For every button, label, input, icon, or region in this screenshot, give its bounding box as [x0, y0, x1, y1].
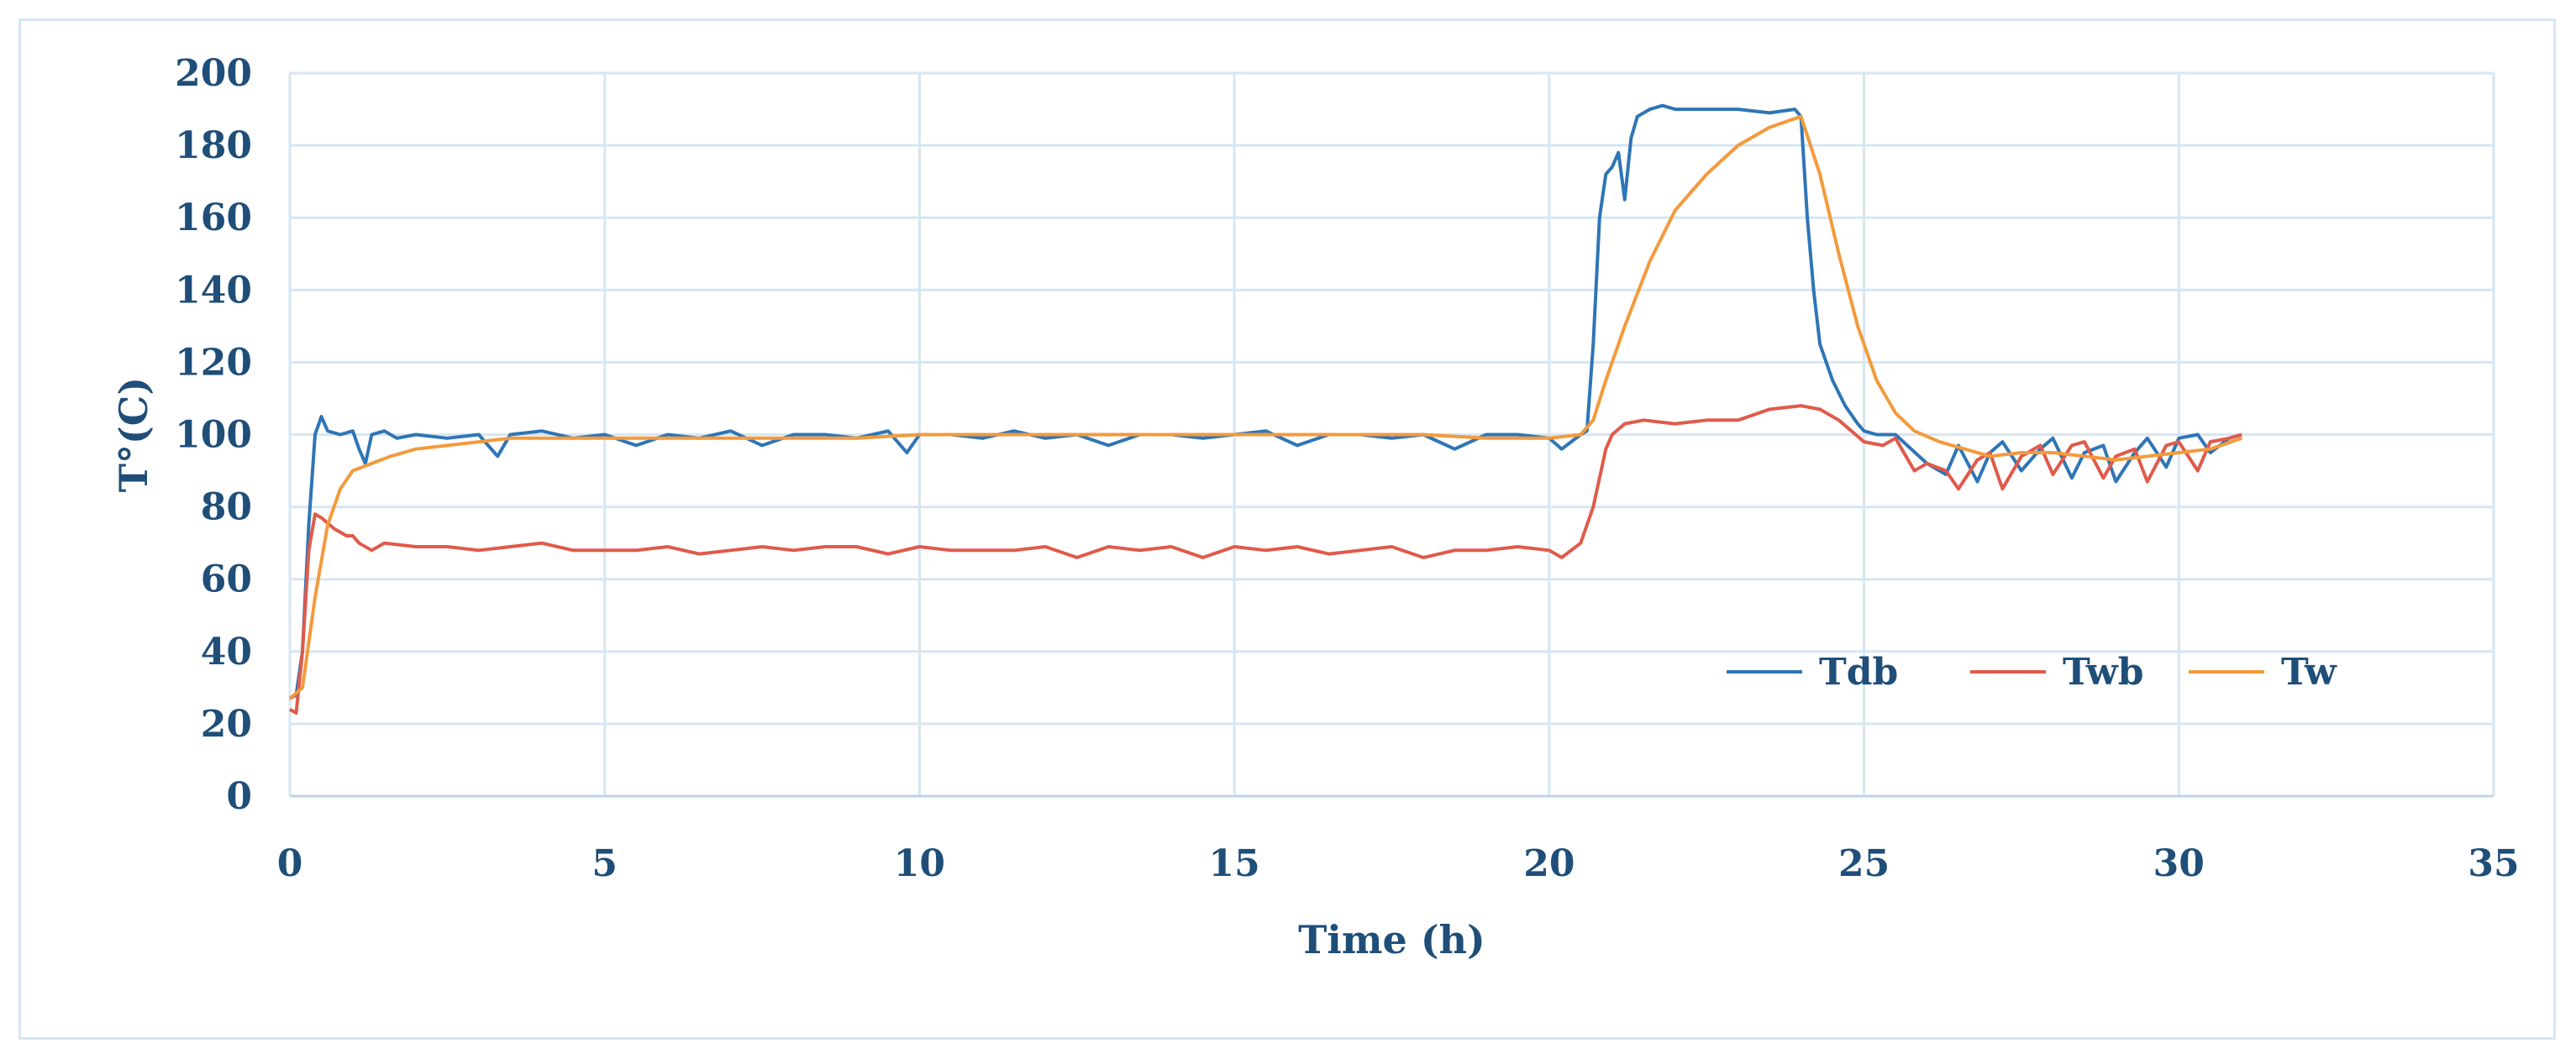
- chart-frame: 0 20 40 60 80 100 120 140 160 180 200 0 5 10 15 20 25 30 3…: [18, 18, 2556, 1040]
- y-tick-label: 200: [175, 52, 252, 95]
- y-tick-label: 160: [175, 197, 252, 239]
- x-tick-label: 25: [1838, 842, 1890, 885]
- y-tick-label: 0: [226, 775, 252, 818]
- x-tick-label: 20: [1523, 842, 1575, 885]
- chart-svg: 0 20 40 60 80 100 120 140 160 180 200 0 5 10 15 20 25 30 3…: [111, 52, 2520, 962]
- y-tick-label: 20: [201, 703, 252, 746]
- y-tick-label: 40: [201, 631, 252, 674]
- x-tick-label: 10: [894, 842, 945, 885]
- legend: Tdb Twb Tw: [1727, 651, 2337, 694]
- y-tick-label: 60: [201, 558, 252, 601]
- y-tick-label: 80: [201, 486, 252, 529]
- x-tick-label: 30: [2153, 842, 2205, 885]
- y-tick-label: 120: [175, 341, 252, 384]
- y-axis-title: T°(C): [111, 377, 156, 492]
- x-tick-label: 5: [591, 842, 618, 885]
- legend-label-tw: Tw: [2281, 651, 2337, 694]
- series-layer: [288, 103, 2242, 715]
- x-tick-label: 0: [277, 842, 303, 885]
- series-line-tdb: [289, 103, 2242, 700]
- axes-layer: 0 20 40 60 80 100 120 140 160 180 200 0 5 10 15 20 25 30 3…: [175, 52, 2519, 885]
- y-tick-label: 180: [175, 124, 252, 167]
- y-tick-label: 100: [175, 414, 252, 457]
- x-axis-title: Time (h): [1298, 917, 1485, 962]
- x-tick-label: 35: [2468, 842, 2519, 885]
- legend-label-tdb: Tdb: [1819, 651, 1898, 694]
- legend-label-twb: Twb: [2063, 651, 2144, 694]
- y-tick-label: 140: [175, 269, 252, 312]
- series-line-twb: [289, 404, 2242, 715]
- x-tick-label: 15: [1209, 842, 1260, 885]
- series-line-tw: [288, 114, 2242, 700]
